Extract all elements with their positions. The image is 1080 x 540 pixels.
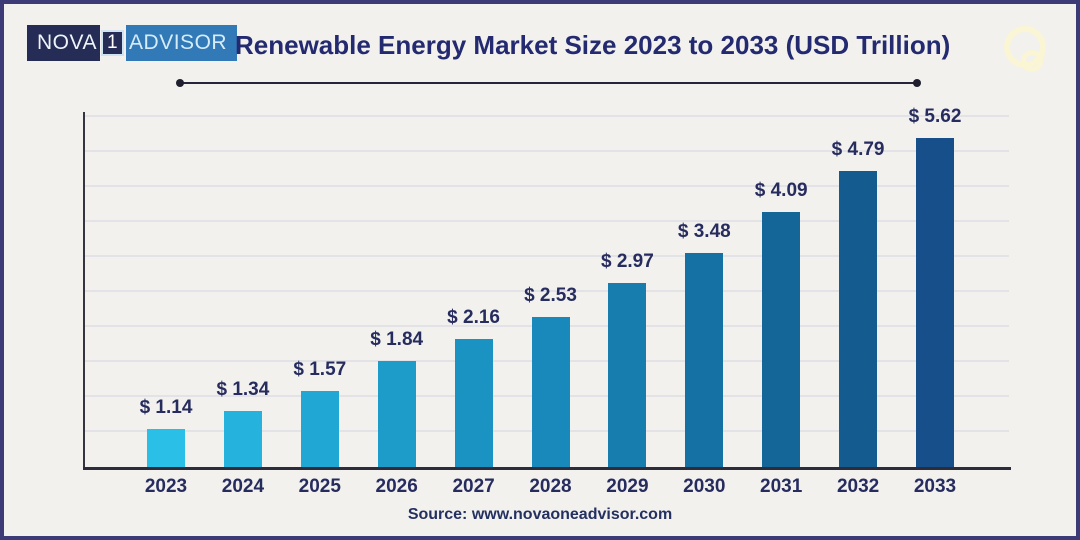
gridline — [85, 115, 1009, 117]
bar-2030 — [685, 253, 724, 467]
source-text: Source: www.novaoneadvisor.com — [407, 506, 673, 523]
x-axis-line — [83, 467, 1011, 470]
bar-value-label-2032: $ 4.79 — [831, 139, 885, 160]
underline-dot-right-icon — [913, 79, 921, 87]
x-axis-label-2032: 2032 — [836, 476, 880, 497]
bar-value-label-2029: $ 2.97 — [600, 251, 654, 272]
bar-2033 — [916, 138, 954, 467]
bar-value-label-2033: $ 5.62 — [908, 106, 962, 127]
gridline — [85, 185, 1009, 187]
bar-2027 — [454, 339, 493, 467]
plot-area: $ 1.14 2023 $ 1.34 2024 $ 1.57 2025 $ 1.84 2026… — [4, 4, 1076, 536]
y-axis-line — [83, 112, 85, 469]
bar-value-label-2024: $ 1.34 — [216, 379, 270, 400]
x-axis-label-2023: 2023 — [144, 476, 188, 497]
bar-2026 — [377, 361, 416, 467]
gridline — [85, 220, 1009, 222]
gridline — [85, 150, 1009, 152]
bar-2028 — [531, 317, 570, 467]
gridline — [85, 255, 1009, 257]
x-axis-label-2030: 2030 — [683, 476, 726, 497]
x-axis-label-2025: 2025 — [298, 476, 341, 497]
gridline — [85, 290, 1009, 292]
logo-text-nova: NOVA — [27, 25, 100, 61]
x-axis-label-2027: 2027 — [452, 476, 495, 497]
bar-2025 — [300, 391, 339, 467]
x-axis-label-2029: 2029 — [606, 476, 649, 497]
bar-2031 — [762, 212, 801, 467]
bar-2024 — [223, 411, 262, 467]
logo-text-advisor: ADVISOR — [126, 25, 238, 61]
x-axis-label-2031: 2031 — [760, 476, 803, 497]
bar-2023 — [147, 429, 185, 467]
bar-2029 — [608, 283, 647, 467]
bar-value-label-2030: $ 3.48 — [677, 221, 731, 242]
bar-value-label-2023: $ 1.14 — [139, 397, 193, 418]
x-axis-label-2026: 2026 — [375, 476, 418, 497]
underline-dot-left-icon — [176, 79, 184, 87]
x-axis-label-2033: 2033 — [913, 476, 957, 497]
x-axis-label-2028: 2028 — [529, 476, 572, 497]
bar-value-label-2031: $ 4.09 — [754, 180, 808, 201]
bar-2032 — [839, 171, 878, 467]
x-axis-label-2024: 2024 — [221, 476, 265, 497]
bar-value-label-2025: $ 1.57 — [293, 359, 347, 380]
page-title: Renewable Energy Market Size 2023 to 203… — [235, 30, 951, 60]
logo-badge-one: 1 — [100, 30, 125, 56]
bar-value-label-2026: $ 1.84 — [370, 329, 424, 350]
bar-value-label-2027: $ 2.16 — [447, 307, 500, 328]
novaone-advisor-logo: NOVA 1 ADVISOR — [27, 25, 238, 61]
title-underline — [176, 79, 921, 87]
bar-value-label-2028: $ 2.53 — [524, 285, 577, 306]
